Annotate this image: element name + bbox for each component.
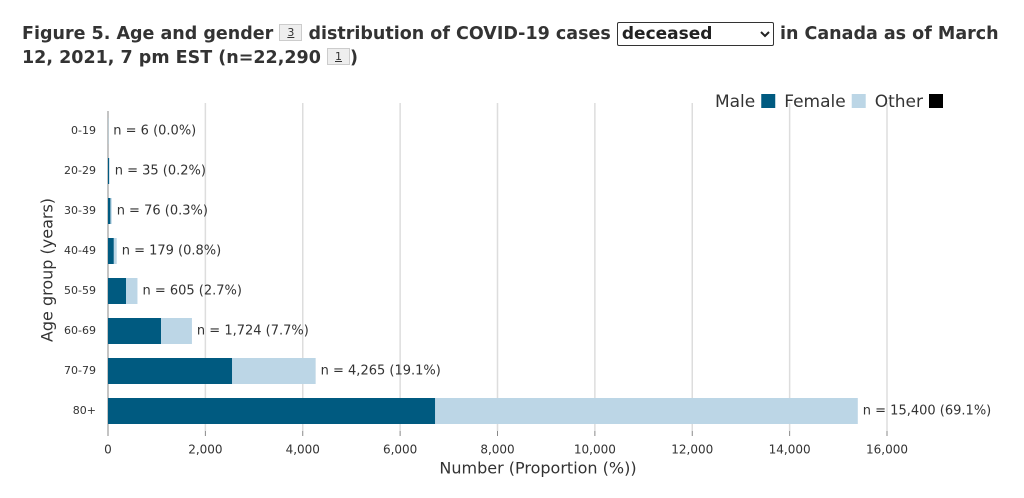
bar-segment — [109, 158, 110, 184]
bar-label: n = 179 (0.8%) — [122, 244, 222, 259]
legend-swatch — [851, 94, 866, 108]
legend-label: Male — [715, 92, 755, 112]
bar-segment — [108, 278, 127, 304]
legend-swatch — [929, 94, 943, 108]
x-tick-label: 12,000 — [671, 443, 713, 457]
x-tick-label: 14,000 — [769, 443, 811, 457]
footnote-ref[interactable]: 1 — [327, 48, 350, 65]
bar-segment — [435, 398, 858, 424]
bar-segment — [110, 198, 112, 224]
bar-segment — [126, 278, 138, 304]
x-tick-label: 2,000 — [188, 443, 222, 457]
title-text: ) — [350, 48, 358, 68]
bar-segment — [113, 238, 117, 264]
x-tick-label: 8,000 — [480, 443, 514, 457]
bar-segment — [108, 358, 233, 384]
legend-label: Other — [875, 92, 923, 112]
legend-swatch — [761, 94, 776, 108]
footnote-ref[interactable]: 3 — [279, 24, 303, 41]
bar-label: n = 76 (0.3%) — [117, 204, 208, 219]
x-tick-label: 10,000 — [574, 443, 616, 457]
y-tick-label: 30-39 — [64, 204, 96, 217]
x-tick-label: 16,000 — [866, 443, 908, 457]
bar-segment — [108, 238, 114, 264]
y-tick-label: 50-59 — [64, 284, 96, 297]
y-tick-label: 20-29 — [64, 164, 96, 177]
bar-label: n = 15,400 (69.1%) — [863, 404, 991, 419]
y-tick-label: 60-69 — [64, 324, 96, 337]
figure-title: Figure 5. Age and gender 3 distribution … — [22, 22, 1012, 70]
y-tick-label: 40-49 — [64, 244, 96, 257]
bar-label: n = 605 (2.7%) — [142, 284, 242, 299]
y-axis-title: Age group (years) — [38, 198, 57, 342]
x-axis-title: Number (Proportion (%)) — [439, 459, 636, 478]
y-tick-label: 80+ — [73, 404, 96, 417]
bar-segment — [108, 398, 436, 424]
title-text: in Canada as of March 12, 2021, 7 pm EST… — [22, 24, 999, 68]
x-tick-label: 4,000 — [286, 443, 320, 457]
bar-segment — [108, 158, 110, 184]
case-type-select[interactable]: deceased — [616, 22, 774, 46]
legend-label: Female — [784, 92, 845, 112]
bar-label: n = 35 (0.2%) — [115, 164, 206, 179]
title-text: distribution of COVID-19 cases — [308, 24, 611, 44]
bar-segment — [161, 318, 192, 344]
bar-label: n = 4,265 (19.1%) — [321, 364, 441, 379]
title-text: Figure 5. Age and gender — [22, 24, 274, 44]
bar-segment — [108, 198, 111, 224]
x-tick-label: 6,000 — [383, 443, 417, 457]
bar-segment — [108, 318, 162, 344]
y-tick-label: 0-19 — [71, 124, 96, 137]
bar-segment — [232, 358, 316, 384]
bar-label: n = 1,724 (7.7%) — [197, 324, 309, 339]
bar-label: n = 6 (0.0%) — [113, 124, 196, 139]
y-tick-label: 70-79 — [64, 364, 96, 377]
x-tick-label: 0 — [104, 443, 112, 457]
